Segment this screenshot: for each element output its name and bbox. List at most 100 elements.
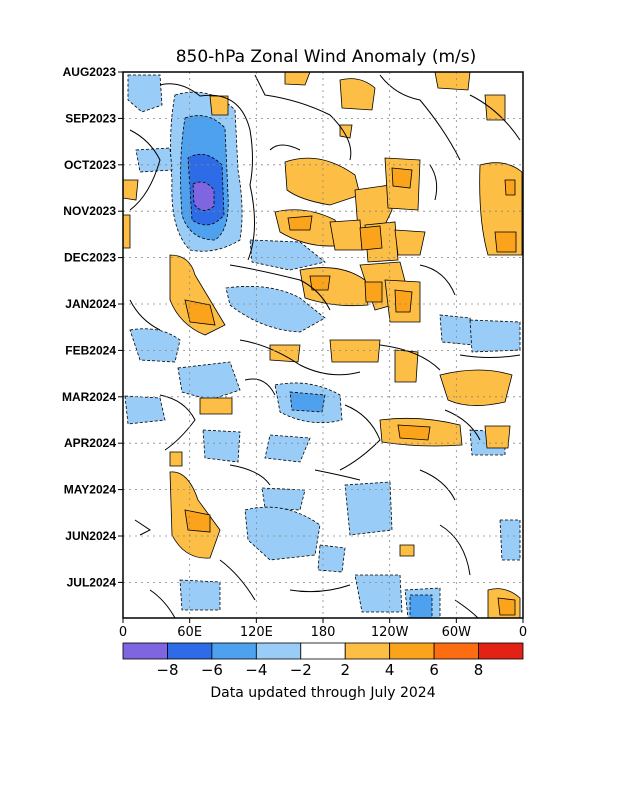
colorbar-swatch (389, 642, 435, 660)
zero-contour (269, 144, 301, 151)
neg-region (127, 74, 163, 113)
zero-contour (129, 129, 161, 211)
zero-contour (429, 164, 438, 201)
pos-region-mid (397, 424, 431, 441)
pos-region (209, 95, 229, 116)
x-tick-label: 180 (311, 625, 336, 640)
y-axis: AUG2023 SEP2023 OCT2023 NOV2023 DEC2023 JAN20… (62, 65, 123, 589)
colorbar-swatch (433, 642, 479, 660)
zero-contour (229, 464, 271, 486)
y-tick-label: DEC2023 (64, 251, 116, 265)
zero-contour (229, 264, 331, 311)
zero-contour (459, 354, 521, 358)
pos-region-mid (359, 225, 383, 251)
pos-region-mid (497, 597, 516, 616)
neg-region (249, 239, 326, 271)
zero-contour (339, 404, 381, 471)
anomaly-field (123, 72, 523, 618)
zero-contour (244, 378, 276, 396)
colorbar-swatch (122, 642, 168, 660)
neg-region (354, 574, 403, 613)
zero-contour (134, 519, 151, 536)
neg-region (317, 544, 346, 573)
neg-region (129, 328, 181, 363)
zero-contour (289, 584, 351, 593)
colorbar-swatch (300, 642, 346, 660)
pos-region (329, 219, 363, 251)
pos-region (329, 339, 381, 363)
neg-region (179, 579, 221, 611)
pos-region-mid (494, 231, 517, 253)
pos-region-mid (504, 179, 516, 196)
colorbar-label: 4 (385, 661, 395, 679)
pos-region (484, 425, 511, 449)
pos-region (123, 214, 131, 249)
y-tick-label: AUG2023 (63, 65, 117, 79)
zero-contour (219, 559, 256, 601)
y-tick-label: NOV2023 (63, 204, 116, 218)
colorbar-label: 2 (340, 661, 350, 679)
pos-region (394, 349, 419, 383)
neg-region (499, 519, 521, 561)
y-tick-label: JUN2024 (65, 529, 116, 543)
pos-region (439, 369, 513, 406)
zero-contour (159, 394, 196, 451)
y-tick-label: OCT2023 (64, 158, 116, 172)
y-tick-label: SEP2023 (65, 111, 116, 125)
x-tick-label: 120W (371, 625, 409, 640)
x-tick-label: 0 (119, 625, 127, 640)
colorbar-label: −8 (156, 661, 178, 679)
chart-title: 850-hPa Zonal Wind Anomaly (m/s) (176, 47, 477, 67)
colorbar-swatch (211, 642, 257, 660)
pos-region-mid (287, 215, 313, 231)
pos-region (484, 94, 506, 121)
y-tick-label: MAY2024 (64, 483, 117, 497)
zero-contour (379, 344, 441, 371)
zero-contour (419, 264, 456, 296)
zero-contour (314, 469, 361, 481)
pos-mid-regions (184, 167, 517, 616)
colorbar-label: −4 (245, 661, 267, 679)
pos-region (339, 124, 353, 139)
pos-region-mid (184, 299, 216, 326)
pos-region (399, 544, 415, 557)
zero-contour (469, 94, 521, 141)
neg-region-extreme (192, 181, 215, 211)
neg-region (344, 481, 393, 536)
y-tick-label: JUL2024 (67, 575, 117, 589)
pos-region-mid (184, 509, 211, 533)
neg-region (135, 147, 173, 173)
pos-region (269, 344, 301, 363)
y-tick-label: FEB2024 (65, 343, 116, 357)
pos-region (434, 72, 471, 91)
neg-region (124, 395, 166, 425)
grid (123, 72, 523, 618)
zero-contour (159, 83, 256, 261)
neg-region (225, 286, 326, 333)
neg-region (202, 429, 241, 463)
pos-region (339, 78, 376, 111)
footer-note: Data updated through July 2024 (210, 685, 435, 701)
neg-region-mid (289, 391, 326, 413)
pos-region (284, 72, 311, 86)
x-tick-label: 60W (442, 625, 472, 640)
neg-region (264, 434, 311, 463)
colorbar: −8 −6 −4 −2 2 4 6 8 (122, 642, 524, 679)
neg-region (261, 487, 306, 511)
zero-contour (444, 409, 481, 441)
x-tick-label: 0 (519, 625, 527, 640)
zero-contour (379, 74, 461, 161)
colorbar-swatch (344, 642, 391, 660)
zero-contour (129, 299, 161, 331)
pos-region (169, 451, 183, 467)
pos-region (123, 179, 139, 201)
zero-contour (254, 74, 352, 161)
zero-contour (419, 469, 456, 501)
neg-region (244, 506, 321, 561)
x-tick-label: 60E (177, 625, 202, 640)
colorbar-label: 6 (429, 661, 439, 679)
y-tick-label: APR2024 (64, 436, 116, 450)
colorbar-label: −6 (201, 661, 223, 679)
neg-extreme-regions (192, 181, 215, 211)
colorbar-label: −2 (290, 661, 312, 679)
